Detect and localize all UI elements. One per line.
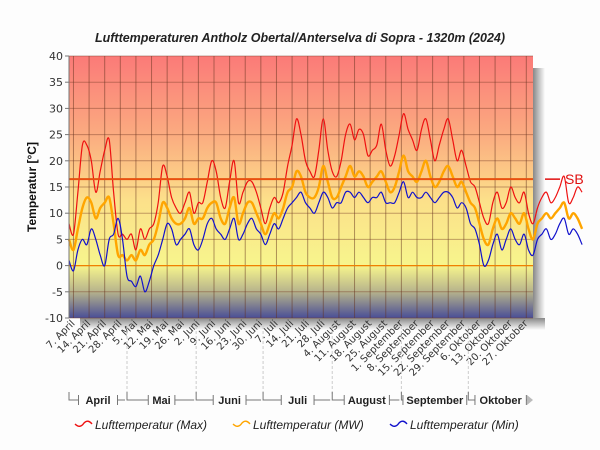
y-axis-label: Temperatur [°C] xyxy=(25,142,39,232)
month-label: August xyxy=(348,395,386,407)
month-bracket xyxy=(400,392,468,405)
legend-entry[interactable]: Lufttemperatur (Min) xyxy=(410,418,519,432)
y-tick-label: 10 xyxy=(49,207,63,220)
y-tick-label: 5 xyxy=(56,233,63,246)
legend-entry[interactable]: Lufttemperatur (Max) xyxy=(95,418,207,432)
y-tick-label: 30 xyxy=(49,102,63,115)
series-line-max xyxy=(68,112,583,251)
month-label: Mai xyxy=(152,395,170,407)
y-tick-label: -5 xyxy=(52,286,63,299)
month-label: Juli xyxy=(288,395,307,407)
legend-swatch-icon xyxy=(74,420,93,427)
month-label: Juni xyxy=(218,395,241,407)
legend-swatch-icon xyxy=(232,420,251,427)
month-label: Oktober xyxy=(480,395,523,407)
legend-entry[interactable]: Lufttemperatur (MW) xyxy=(253,418,364,432)
y-tick-label: 25 xyxy=(49,129,63,142)
chart-title: Lufttemperaturen Antholz Obertal/Anterse… xyxy=(95,31,505,45)
series-line-min xyxy=(68,181,583,293)
plot-shadow-right xyxy=(533,68,545,330)
y-tick-label: -10 xyxy=(45,312,63,325)
month-bracket xyxy=(262,392,331,405)
month-bracket xyxy=(331,392,400,405)
month-label: April xyxy=(85,395,110,407)
y-tick-label: 35 xyxy=(49,76,63,89)
series-line-mw xyxy=(67,154,584,262)
sb-label: SB xyxy=(565,171,584,187)
y-tick-label: 20 xyxy=(49,155,63,168)
month-bracket xyxy=(195,392,262,405)
series-group xyxy=(67,112,584,293)
scroll-right-arrow-icon[interactable] xyxy=(527,395,533,405)
legend: Lufttemperatur (Max) Lufttemperatur (MW) L… xyxy=(74,418,519,432)
y-tick-label: 15 xyxy=(49,181,63,194)
y-tick-label: 0 xyxy=(56,260,63,273)
month-axis: April Mai Juni Juli August September Oktober xyxy=(68,326,533,407)
month-bracket xyxy=(126,392,195,405)
month-bracket xyxy=(68,392,125,405)
legend-swatch-icon xyxy=(389,420,408,427)
y-axis: 40 35 30 25 20 15 10 5 0 -5 -10 xyxy=(45,50,69,325)
y-tick-label: 40 xyxy=(49,50,63,63)
month-label: September xyxy=(406,395,464,407)
